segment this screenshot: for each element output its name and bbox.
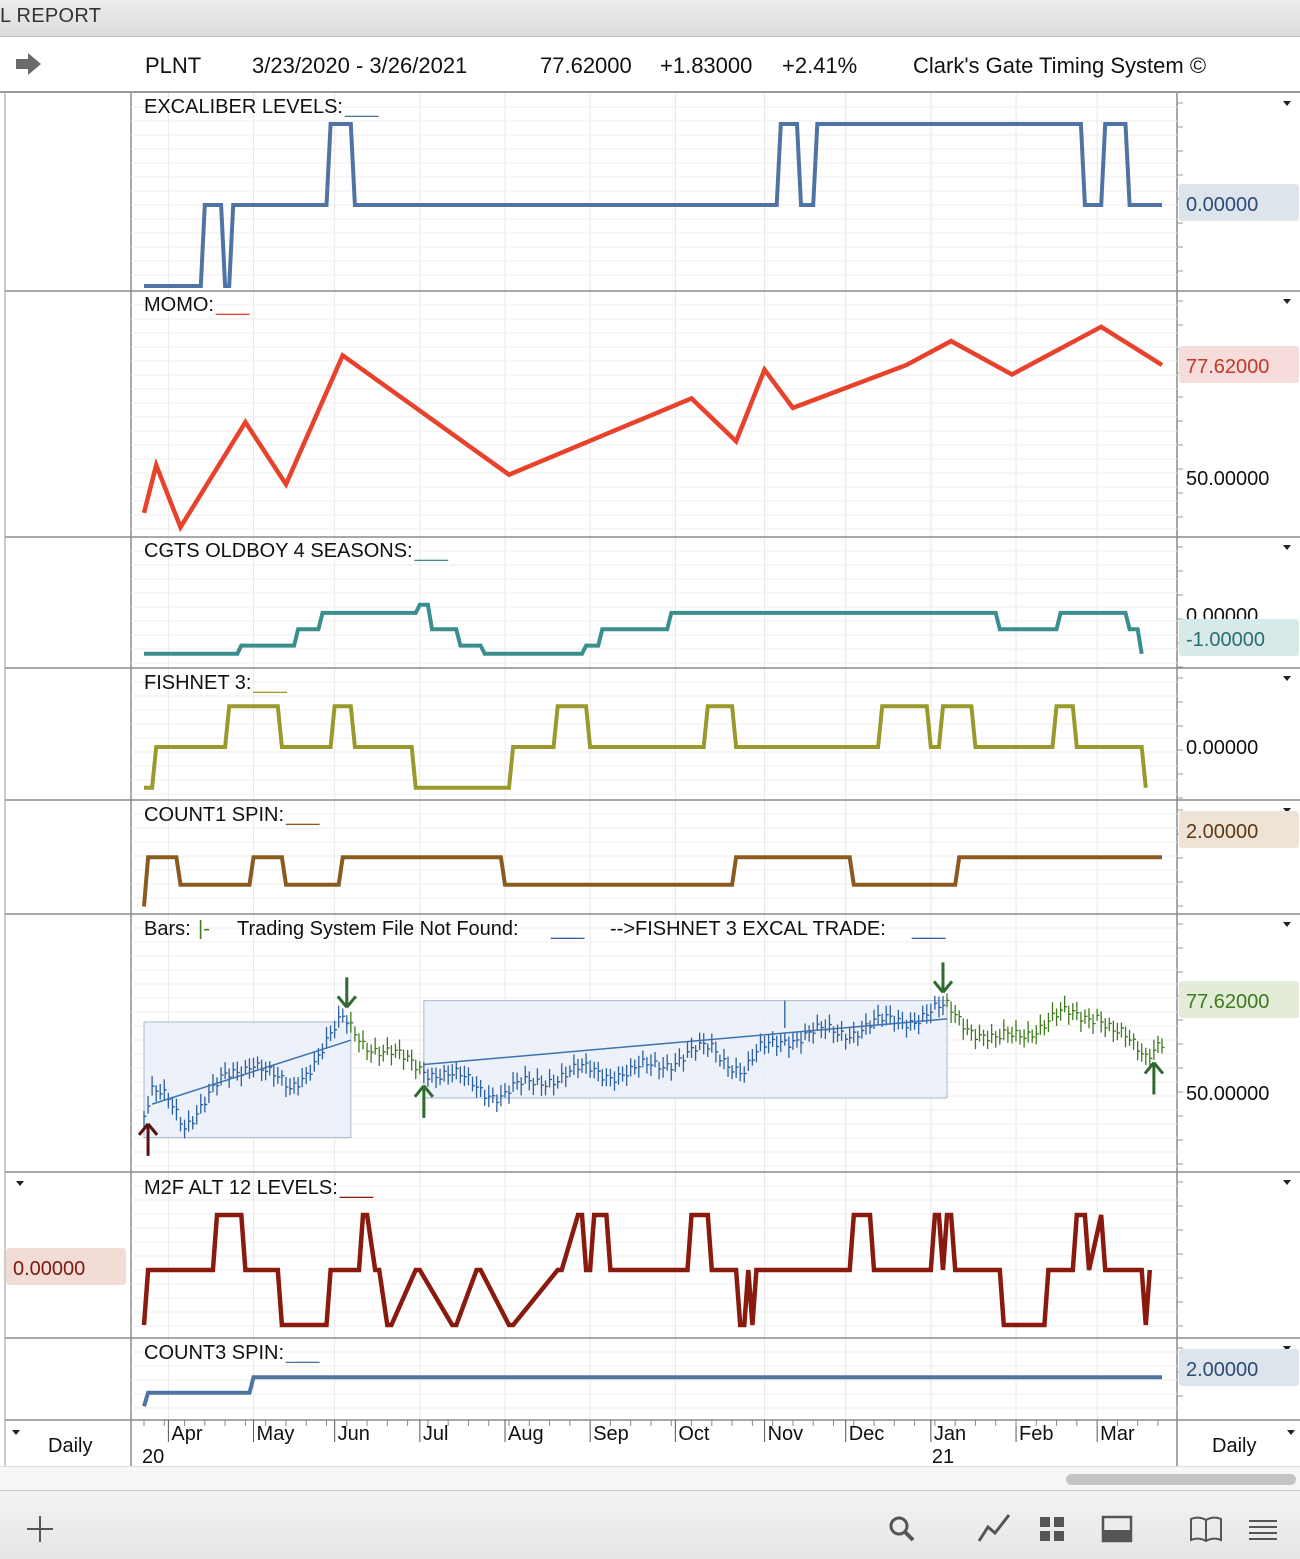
legend-swatch: ___ [344,96,379,118]
periodicity-right: Daily [1212,1435,1256,1457]
search-icon[interactable] [886,1513,918,1545]
oldboy-value-label: -1.00000 [1186,629,1265,651]
trade-range-box [144,1022,351,1138]
book-icon[interactable] [1188,1513,1224,1545]
panel-menu-chevron-down-icon [1283,676,1291,681]
year-label: 20 [142,1446,164,1466]
panel-title: COUNT1 SPIN: [144,804,284,826]
panel-title: COUNT3 SPIN: [144,1342,284,1364]
panel-menu-chevron-down-icon [1283,1180,1291,1185]
bars-tick-label: 50.00000 [1186,1083,1269,1105]
month-label: Jul [423,1423,449,1445]
month-label: Feb [1019,1423,1053,1445]
momo-value-label: 77.62000 [1186,356,1269,378]
month-label: Jan [934,1423,966,1445]
grid-layout-icon[interactable] [1036,1513,1068,1545]
scrollbar-thumb[interactable] [1066,1474,1296,1485]
legend-swatch: ___ [550,918,585,940]
panel-title: MOMO: [144,294,214,316]
line-chart-icon[interactable] [976,1511,1012,1545]
bars-value-label: 77.62000 [1186,991,1269,1013]
trading-system-label: Trading System File Not Found: [237,918,519,940]
bars-title: Bars: [144,918,191,940]
left-scale-chevron-down-icon [16,1181,24,1186]
count3-line [144,1377,1162,1406]
legend-swatch: ___ [911,918,946,940]
count1-value-label: 2.00000 [1186,821,1258,843]
periodicity-right-chevron-down-icon [1287,1430,1295,1435]
count3-value-label: 2.00000 [1186,1359,1258,1381]
panel-title: FISHNET 3: [144,672,251,694]
bottom-toolbar [0,1490,1300,1559]
month-label: Aug [508,1423,544,1445]
excaliber-value-label: 0.00000 [1186,194,1258,216]
chart-area[interactable]: EXCALIBER LEVELS:___0.00000MOMO:___77.62… [0,0,1300,1466]
fishnet-value-label: 0.00000 [1186,737,1258,759]
month-label: Sep [593,1423,629,1445]
legend-swatch: ___ [414,540,449,562]
month-label: Nov [768,1423,804,1445]
trade-range-box [424,1001,947,1098]
panel-menu-chevron-down-icon [1283,545,1291,550]
panel-menu-chevron-down-icon [1283,922,1291,927]
panel-menu-chevron-down-icon [1283,101,1291,106]
m2f-value-label: 0.00000 [13,1258,85,1280]
menu-icon[interactable] [1246,1513,1280,1545]
count1-line [144,857,1162,906]
panel-menu-chevron-down-icon [1283,299,1291,304]
momo-tick-label: 50.00000 [1186,468,1269,490]
horizontal-scrollbar[interactable] [0,1466,1300,1491]
legend-swatch: ___ [285,1342,320,1364]
month-label: Mar [1100,1423,1135,1445]
year-label: 21 [932,1446,954,1466]
sell-signal-arrow-icon [338,977,356,1007]
legend-swatch: ___ [285,804,320,826]
month-label: Apr [171,1423,202,1445]
panel-title: EXCALIBER LEVELS: [144,96,343,118]
add-icon[interactable] [24,1513,56,1545]
legend-swatch: ___ [215,294,250,316]
panel-layout-icon[interactable] [1100,1513,1134,1545]
panel-title: M2F ALT 12 LEVELS: [144,1177,338,1199]
oldboy-line [144,605,1142,654]
buy-signal-arrow-icon [1145,1063,1163,1095]
momo-line [144,327,1162,527]
periodicity-left: Daily [48,1435,92,1457]
month-label: Jun [338,1423,370,1445]
month-label: Dec [849,1423,885,1445]
panel-title: CGTS OLDBOY 4 SEASONS: [144,540,413,562]
sell-signal-arrow-icon [934,962,952,992]
fishnet-line [144,706,1146,788]
month-label: May [257,1423,295,1445]
month-label: Oct [678,1423,710,1445]
periodicity-left-chevron-down-icon [12,1430,20,1435]
bars-glyph: |- [198,918,210,940]
trade-label: -->FISHNET 3 EXCAL TRADE: [610,918,886,940]
legend-swatch: ___ [252,672,287,694]
legend-swatch: ___ [339,1177,374,1199]
